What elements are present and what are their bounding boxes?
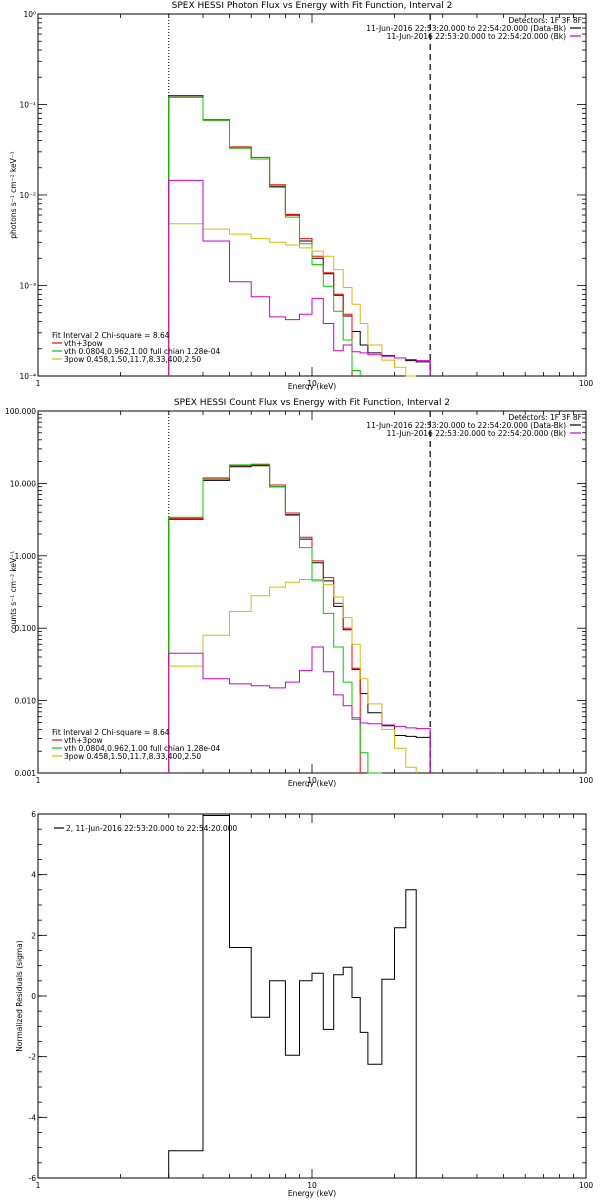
residuals-chart: Energy (keV) Normalized Residuals (sigma)… [15, 810, 594, 1198]
x-tick-label: 100 [579, 379, 594, 388]
plot-frame [37, 410, 587, 774]
fit-label-3: 3pow 0.458,1.50,11.7,8.33,400,2.50 [64, 355, 201, 364]
y-axis-label: Normalized Residuals (sigma) [15, 940, 24, 1051]
y-tick-label: 10.000 [10, 479, 36, 488]
y-tick-label: 4 [31, 871, 36, 880]
y-tick-label: 10⁰ [23, 10, 36, 19]
y-tick-label: 100.000 [5, 407, 36, 416]
x-axis-label: Energy (keV) [288, 1189, 336, 1198]
y-axis-label: photons s⁻¹ cm⁻² keV⁻¹ [9, 151, 18, 239]
count-flux-chart: SPEX HESSI Count Flux vs Energy with Fit… [5, 398, 594, 787]
y-tick-label: 10⁻⁴ [19, 372, 36, 381]
x-tick-label: 1 [36, 379, 41, 388]
y-axis-label: counts s⁻¹ cm⁻² keV⁻¹ [9, 551, 18, 633]
fit-label-3: 3pow 0.458,1.50,11.7,8.33,400,2.50 [64, 752, 201, 761]
header-line-2: 11-Jun-2016 22:53:20.000 to 22:54:20.000… [387, 429, 566, 438]
series-line-4 [168, 179, 431, 376]
x-tick-label: 10 [307, 776, 317, 785]
y-tick-label: 10⁻² [19, 191, 36, 200]
header-line-2: 11-Jun-2016 22:53:20.000 to 22:54:20.000… [387, 32, 566, 41]
fit-label-0: Fit Interval 2 Chi-square = 8.64 [52, 728, 170, 737]
legend-text: 2, 11-Jun-2016 22:53:20.000 to 22:54:20.… [66, 824, 237, 833]
series-line-1 [168, 464, 361, 773]
series-line-4 [168, 646, 431, 773]
series-line-1 [168, 96, 353, 376]
fit-label-0: Fit Interval 2 Chi-square = 8.64 [52, 331, 170, 340]
header-line-1: 11-Jun-2016 22:53:20.000 to 22:54:20.000… [366, 421, 566, 430]
y-tick-label: 6 [31, 810, 36, 819]
series-line-2 [168, 96, 361, 376]
x-tick-label: 100 [579, 776, 594, 785]
x-tick-label: 10 [307, 1181, 317, 1190]
x-tick-label: 100 [579, 1181, 594, 1190]
photon-flux-chart: SPEX HESSI Photon Flux vs Energy with Fi… [9, 1, 594, 390]
x-tick-label: 10 [307, 379, 317, 388]
photon-flux-panel: SPEX HESSI Photon Flux vs Energy with Fi… [0, 0, 600, 390]
chart-title: SPEX HESSI Count Flux vs Energy with Fit… [174, 398, 450, 408]
plot-frame [37, 13, 587, 377]
y-tick-label: -2 [29, 1053, 37, 1062]
series-line-2 [168, 463, 382, 774]
y-tick-label: 1.000 [15, 552, 37, 561]
y-tick-label: -4 [29, 1113, 37, 1122]
y-tick-label: 10⁻¹ [19, 101, 36, 110]
fit-label-1: vth+3pow [64, 736, 103, 745]
x-axis-label: Energy (keV) [288, 382, 336, 390]
series-line-0 [168, 815, 417, 1178]
y-tick-label: 0.010 [15, 697, 37, 706]
y-tick-label: -6 [29, 1174, 37, 1183]
plot-frame [37, 813, 587, 1179]
series-line-3 [168, 223, 417, 377]
x-tick-label: 1 [36, 776, 41, 785]
residuals-panel: Energy (keV) Normalized Residuals (sigma)… [0, 800, 600, 1200]
y-tick-label: 0.001 [15, 769, 37, 778]
chart-title: SPEX HESSI Photon Flux vs Energy with Fi… [172, 1, 453, 11]
y-tick-label: 0 [31, 992, 36, 1001]
count-flux-panel: SPEX HESSI Count Flux vs Energy with Fit… [0, 397, 600, 787]
fit-label-2: vth 0.0804,0.962,1.00 full chian 1.28e-0… [64, 347, 221, 356]
x-axis-label: Energy (keV) [288, 779, 336, 787]
fit-label-2: vth 0.0804,0.962,1.00 full chian 1.28e-0… [64, 744, 221, 753]
series-line-0 [168, 465, 431, 773]
y-tick-label: 2 [31, 931, 36, 940]
header-line-1: 11-Jun-2016 22:53:20.000 to 22:54:20.000… [366, 24, 566, 33]
y-tick-label: 10⁻³ [19, 282, 36, 291]
header-line-0: Detectors: 1F 3F 8F [508, 16, 582, 25]
series-line-3 [168, 579, 417, 773]
y-tick-label: 0.100 [15, 624, 37, 633]
fit-label-1: vth+3pow [64, 339, 103, 348]
header-line-0: Detectors: 1F 3F 8F [508, 413, 582, 422]
x-tick-label: 1 [36, 1181, 41, 1190]
